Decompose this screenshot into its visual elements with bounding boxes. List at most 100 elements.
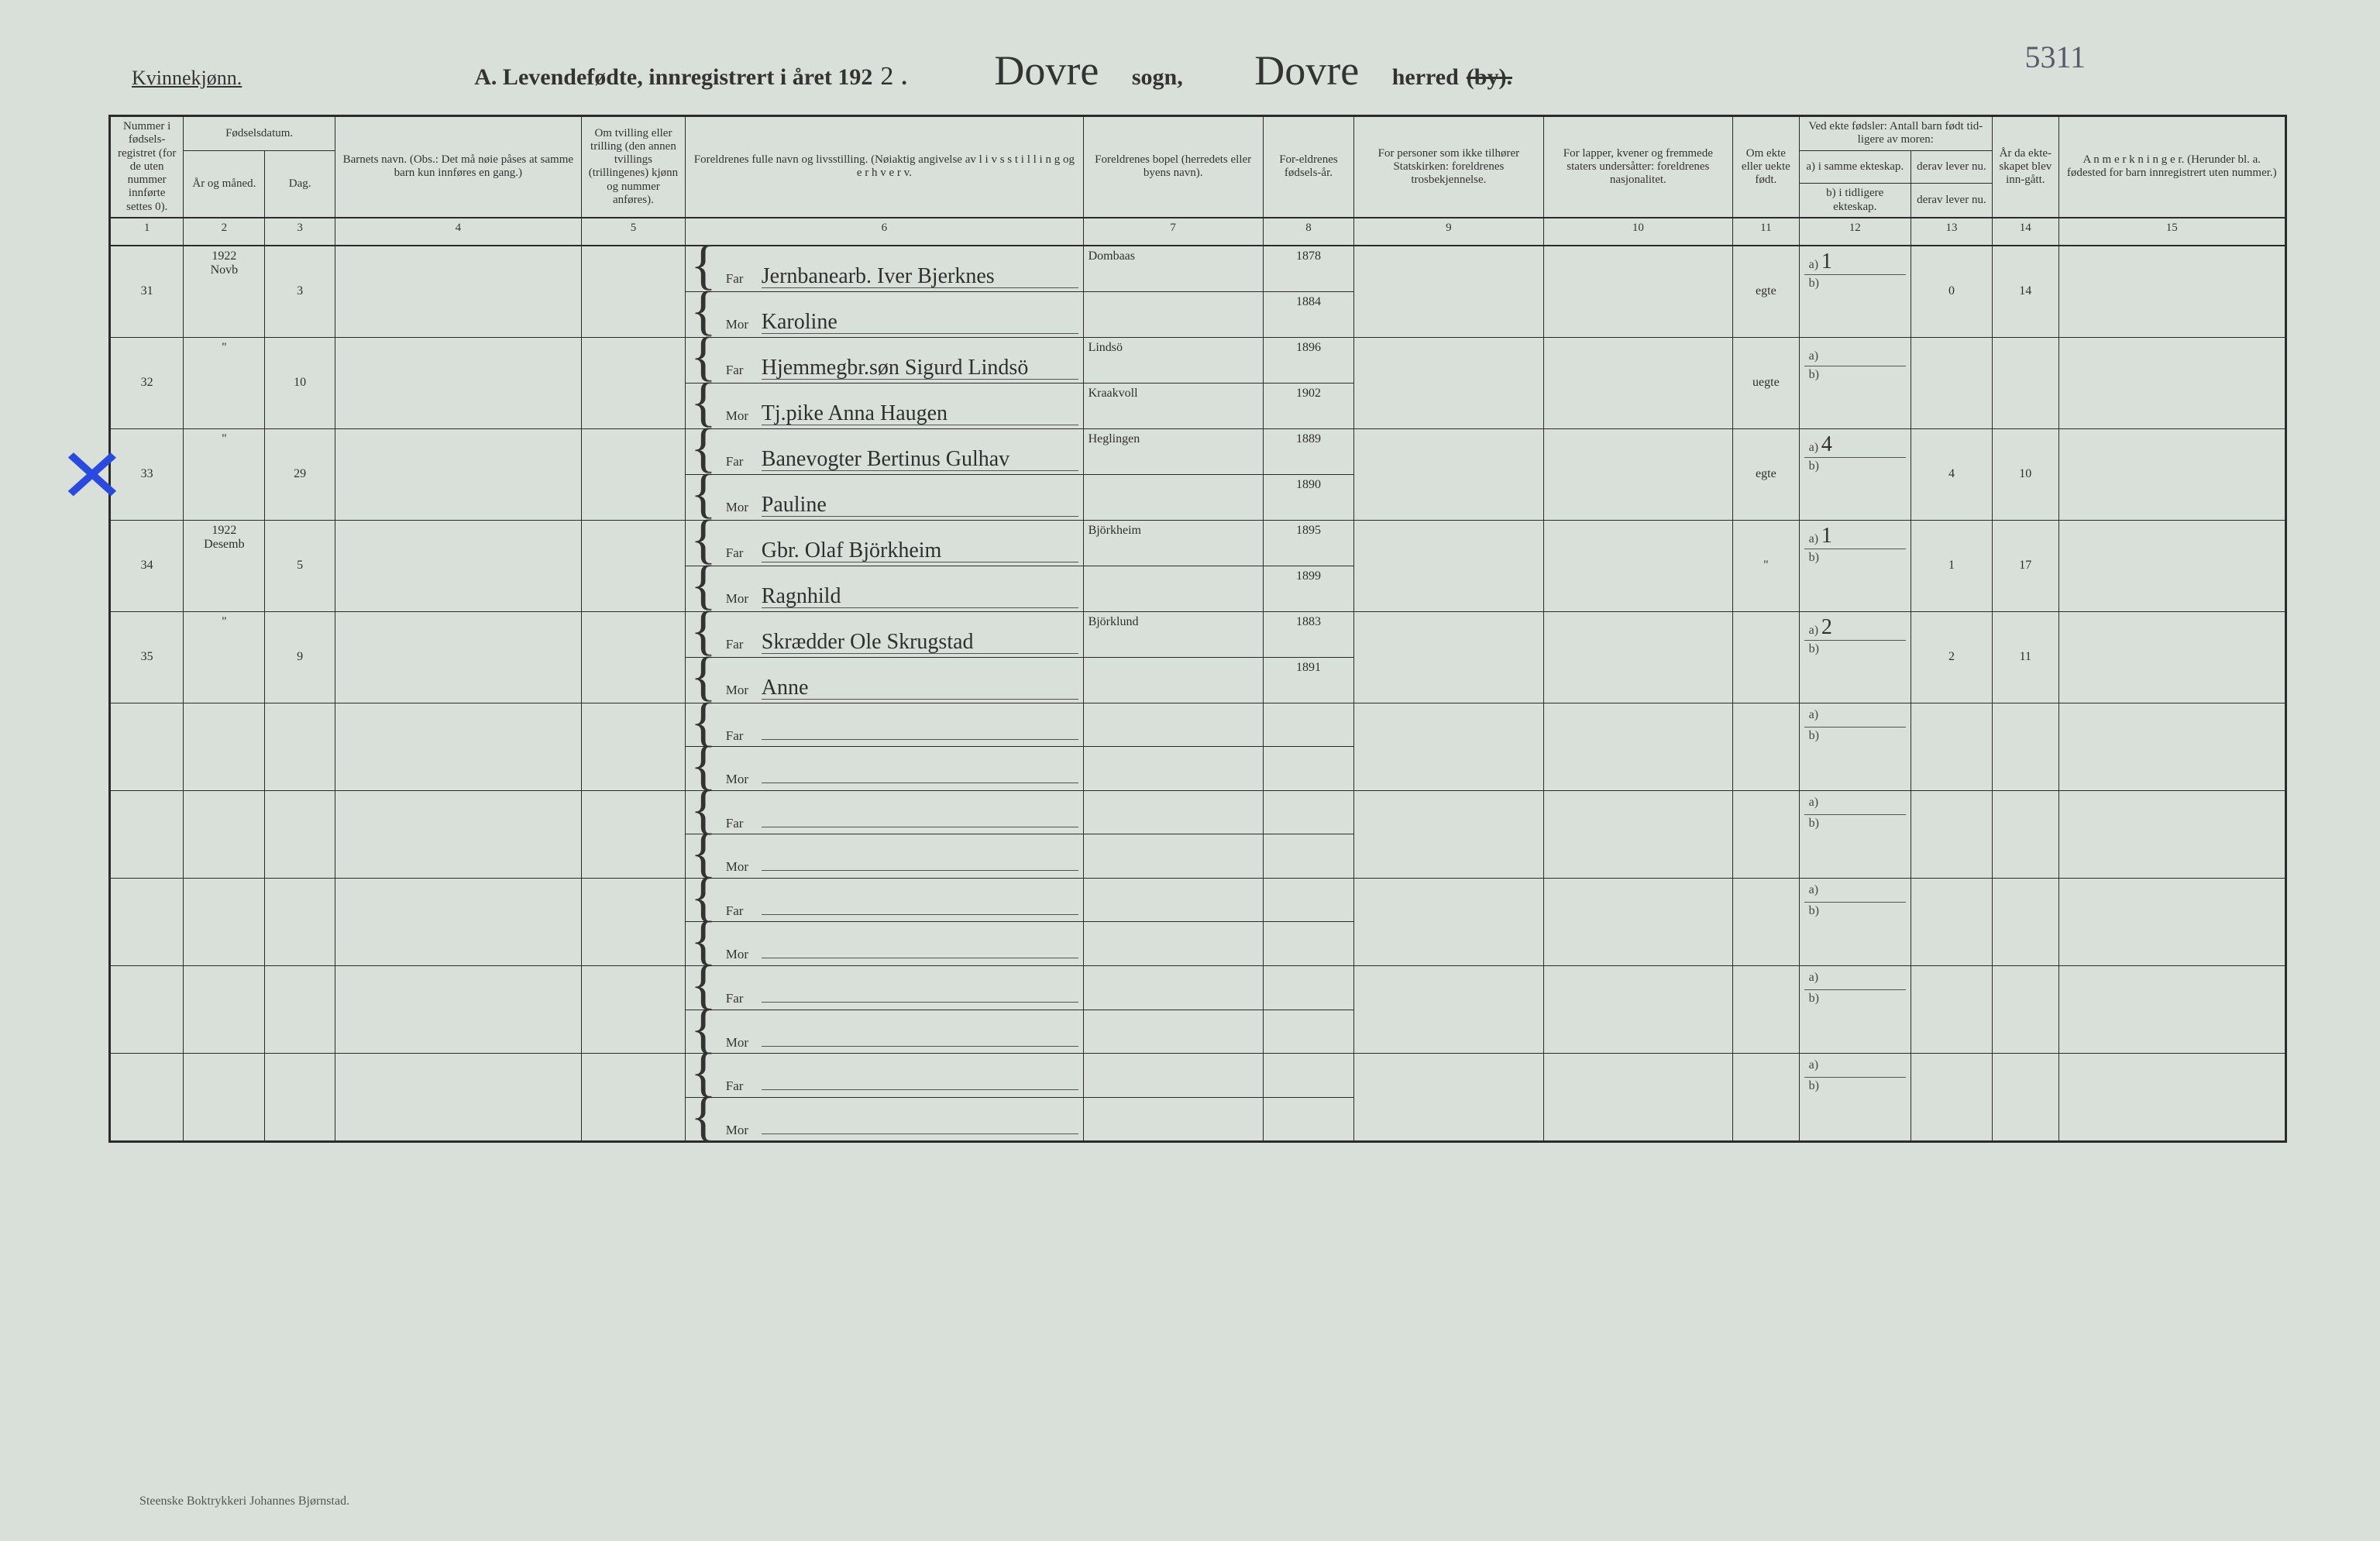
colnum: 6 (686, 218, 1083, 246)
remarks (2058, 337, 2285, 428)
col-12a-header: a) i samme ekteskap. (1799, 150, 1911, 184)
col-8-header: For-eldrenes fødsels-år. (1263, 116, 1353, 218)
title-line: A. Levendefødte, innregistrert i året 19… (474, 46, 2264, 95)
entry-day: 29 (265, 428, 335, 520)
col-7-header: Foreldrenes bopel (herredets eller byens… (1083, 116, 1263, 218)
parent-mor-cell: {MorRagnhild (686, 566, 1083, 611)
nationality (1543, 611, 1732, 703)
count-ab: a) 2b) (1799, 611, 1911, 703)
colnum: 8 (1263, 218, 1353, 246)
bopel-mor: Kraakvoll (1083, 383, 1263, 428)
column-numbers-row: 1 2 3 4 5 6 7 8 9 10 11 12 13 14 15 (110, 218, 2286, 246)
mor-name: Ragnhild (762, 586, 1078, 608)
count-ab: a) 1b) (1799, 246, 1911, 338)
blank-row: {Far a)b) (110, 703, 2286, 747)
mor-name: Tj.pike Anna Haugen (762, 403, 1078, 425)
col-3-header: Dag. (265, 150, 335, 218)
colnum: 14 (1993, 218, 2059, 246)
col-13a-header: derav lever nu. (1911, 150, 1992, 184)
mor-name: Anne (762, 677, 1078, 700)
child-name (335, 337, 581, 428)
entry-year-month: " (184, 611, 265, 703)
bopel-mor (1083, 291, 1263, 337)
far-label: Far (726, 545, 754, 561)
far-name: Jernbanearb. Iver Bjerknes (762, 266, 1078, 288)
parent-far-cell: {FarSkrædder Ole Skrugstad (686, 611, 1083, 657)
religion (1354, 428, 1543, 520)
count-a: 2 (1821, 615, 1832, 639)
religion (1354, 246, 1543, 338)
marriage-year (1993, 337, 2059, 428)
entry-number: 32 (110, 337, 184, 428)
count-living: 0 (1911, 246, 1992, 338)
count-a: 1 (1821, 249, 1832, 273)
entry-number: 35 (110, 611, 184, 703)
nationality (1543, 520, 1732, 611)
entry-row: 35 " 9 {FarSkrædder Ole Skrugstad Björkl… (110, 611, 2286, 657)
entry-row: 34 1922Desemb 5 {FarGbr. Olaf Björkheim … (110, 520, 2286, 566)
entry-day: 5 (265, 520, 335, 611)
col-13b-header: derav lever nu. (1911, 184, 1992, 218)
far-birthyear: 1896 (1263, 337, 1353, 383)
bopel-mor (1083, 474, 1263, 520)
far-name: Skrædder Ole Skrugstad (762, 631, 1078, 654)
marriage-year: 14 (1993, 246, 2059, 338)
count-a: 4 (1821, 432, 1832, 456)
entry-year-month: 1922Desemb (184, 520, 265, 611)
entry-row: 32 " 10 {FarHjemmegbr.søn Sigurd Lindsö … (110, 337, 2286, 383)
mor-label: Mor (726, 408, 754, 424)
mor-birthyear: 1884 (1263, 291, 1353, 337)
remarks (2058, 246, 2285, 338)
far-label: Far (726, 271, 754, 287)
mor-label: Mor (726, 500, 754, 515)
bopel-far: Björkheim (1083, 520, 1263, 566)
colnum: 12 (1799, 218, 1911, 246)
ekte: " (1733, 520, 1800, 611)
blank-row: {Far a)b) (110, 878, 2286, 922)
count-living (1911, 337, 1992, 428)
bopel-far: Dombaas (1083, 246, 1263, 292)
twin-info (581, 246, 685, 338)
herred-value: Dovre (1230, 46, 1384, 95)
count-living: 2 (1911, 611, 1992, 703)
colnum: 7 (1083, 218, 1263, 246)
ekte: uegte (1733, 337, 1800, 428)
bopel-mor (1083, 566, 1263, 611)
parent-mor-cell: {MorTj.pike Anna Haugen (686, 383, 1083, 428)
blank-row: {Far a)b) (110, 1054, 2286, 1098)
child-name (335, 428, 581, 520)
colnum: 13 (1911, 218, 1992, 246)
count-ab: a) b) (1799, 337, 1911, 428)
colnum: 3 (265, 218, 335, 246)
entry-number: 34 (110, 520, 184, 611)
remarks (2058, 428, 2285, 520)
entry-row: 33 " 29 {FarBanevogter Bertinus Gulhav H… (110, 428, 2286, 474)
col-5-header: Om tvilling eller trilling (den annen tv… (581, 116, 685, 218)
twin-info (581, 611, 685, 703)
col-12-group-header: Ved ekte fødsler: Antall barn født tid-l… (1799, 116, 1992, 151)
title-year: 2 (880, 64, 893, 90)
mor-birthyear: 1902 (1263, 383, 1353, 428)
colnum: 1 (110, 218, 184, 246)
ekte (1733, 611, 1800, 703)
page-header: Kvinnekjønn. A. Levendefødte, innregistr… (108, 46, 2287, 95)
blank-row: {Far a)b) (110, 790, 2286, 834)
mor-label: Mor (726, 591, 754, 607)
mor-birthyear: 1891 (1263, 657, 1353, 703)
religion (1354, 520, 1543, 611)
col-2-header: År og måned. (184, 150, 265, 218)
entry-day: 9 (265, 611, 335, 703)
col-15-header: A n m e r k n i n g e r. (Herunder bl. a… (2058, 116, 2285, 218)
remarks (2058, 611, 2285, 703)
bopel-far: Heglingen (1083, 428, 1263, 474)
title-prefix: A. Levendefødte, innregistrert i året 19… (474, 64, 872, 91)
entry-row: 31 1922Novb 3 {FarJernbanearb. Iver Bjer… (110, 246, 2286, 292)
bopel-far: Björklund (1083, 611, 1263, 657)
twin-info (581, 520, 685, 611)
parent-mor-cell: {MorAnne (686, 657, 1083, 703)
col-4-header: Barnets navn. (Obs.: Det må nøie påses a… (335, 116, 581, 218)
ekte: egte (1733, 428, 1800, 520)
entry-year-month: 1922Novb (184, 246, 265, 338)
far-label: Far (726, 637, 754, 652)
colnum: 5 (581, 218, 685, 246)
